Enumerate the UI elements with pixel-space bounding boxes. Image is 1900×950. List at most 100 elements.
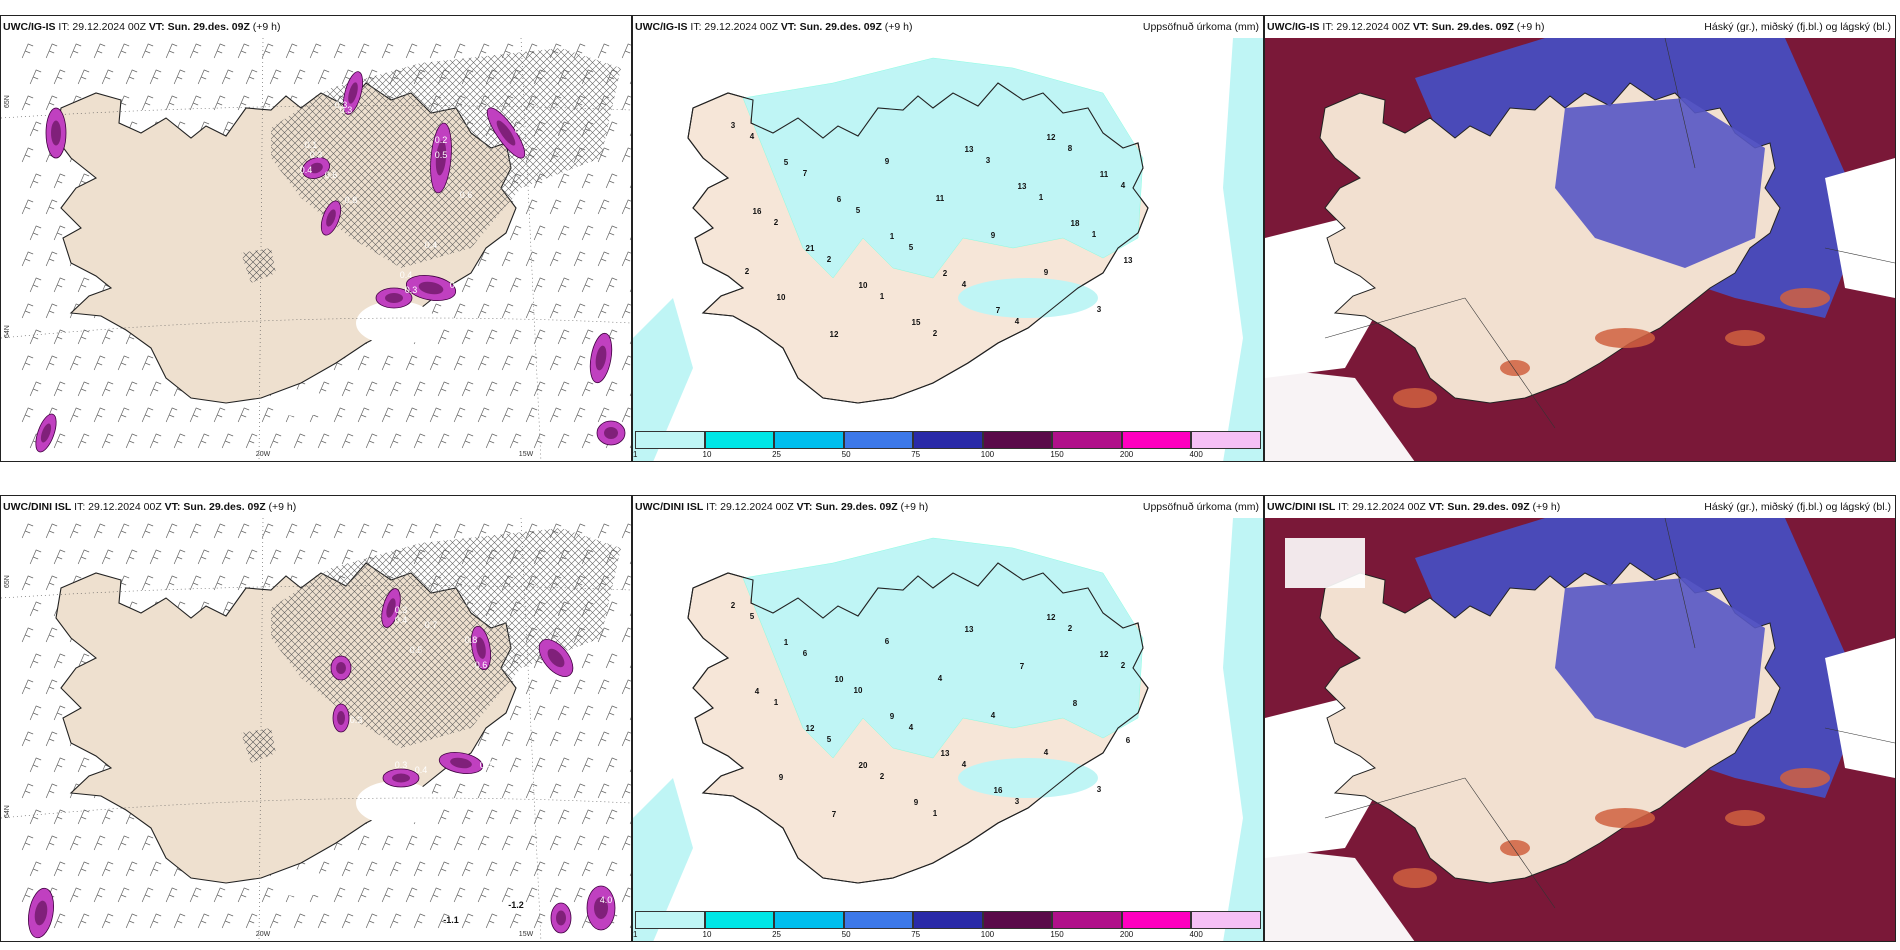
wind-value: -1.1	[443, 915, 459, 925]
precip-core	[326, 209, 336, 227]
wind-value: 0.3	[395, 760, 408, 770]
wind-value: 0.2	[5, 52, 18, 62]
precip-value: 4	[1015, 317, 1020, 326]
precip-value: 9	[1044, 268, 1049, 277]
colorbar-tick: 200	[1119, 450, 1134, 459]
colorbar-tick: 150	[1050, 930, 1064, 939]
precip-value: 6	[885, 637, 890, 646]
precip-value: 6	[837, 195, 842, 204]
cloud-map	[1265, 518, 1895, 941]
precip-value: 8	[1068, 144, 1073, 153]
colorbar-segment	[913, 911, 983, 929]
precip-value: 3	[986, 156, 991, 165]
high-cloud-cell	[1595, 328, 1655, 348]
colorbar-tick: 50	[841, 930, 851, 939]
precip-value: 1	[933, 809, 938, 818]
precip-value: 4	[991, 711, 996, 720]
precip-value: 7	[832, 810, 837, 819]
wind-map: 0.20.20.30.10.30.4 0.60.20.50.60.40.3 0.50…	[1, 38, 631, 461]
precip-value: 3	[1097, 785, 1102, 794]
precip-value: 12	[806, 724, 815, 733]
high-cloud-cell	[1500, 360, 1530, 376]
precip-value: 4	[1044, 748, 1049, 757]
precip-value: 4	[962, 280, 967, 289]
wind-value: 0.2	[435, 135, 448, 145]
precip-core	[595, 345, 607, 371]
colorbar-tick: 75	[911, 930, 921, 939]
precip-value: 11	[1100, 170, 1109, 179]
precip-value: 6	[1126, 736, 1131, 745]
white-patch	[276, 389, 326, 417]
precip-value: 9	[885, 157, 890, 166]
iceland-coastline	[687, 82, 1149, 404]
colorbar-tick: 75	[911, 450, 921, 459]
clear-area	[1825, 158, 1895, 298]
lon-label-20w: 20W	[256, 931, 271, 938]
high-cloud-cell	[1725, 810, 1765, 826]
wind-value: 0.3	[465, 775, 478, 785]
colorbar-segment	[1052, 431, 1122, 449]
precip-core	[435, 140, 447, 176]
white-patch	[356, 781, 436, 825]
wind-value: 0.4	[425, 240, 438, 250]
wind-value: 0.6	[460, 190, 473, 200]
wind-value: 0.2	[5, 62, 18, 72]
precip-value: 7	[803, 169, 808, 178]
precip-value: 2	[943, 269, 948, 278]
precip-value: 10	[859, 281, 868, 290]
colorbar-segment	[774, 911, 844, 929]
graticule	[1, 518, 631, 941]
mid-cloud	[1555, 578, 1765, 748]
white-patch	[356, 301, 436, 345]
precip-value: 2	[745, 267, 750, 276]
wind-value: -1.2	[508, 900, 524, 910]
precip-core	[594, 897, 608, 919]
lat-label-64n: 64N	[4, 325, 11, 338]
precip-value: 11	[936, 194, 945, 203]
wind-value: 0.3	[310, 150, 323, 160]
colorbar-tick: 10	[702, 930, 712, 939]
high-cloud-cell	[1725, 330, 1765, 346]
panel-header: UWC/DINI ISL IT: 29.12.2024 00Z VT: Sun.…	[635, 501, 929, 513]
precip-value: 2	[731, 601, 736, 610]
precip-area	[742, 57, 1144, 279]
precip-value: 16	[994, 786, 1003, 795]
precip-value: 3	[1097, 305, 1102, 314]
precip-value: 15	[912, 318, 921, 327]
iceland-coastline	[687, 562, 1149, 884]
precip-core	[385, 293, 403, 303]
precip-value: 9	[890, 712, 895, 721]
high-cloud-cell	[1393, 868, 1437, 888]
wind-value: 0.4	[480, 760, 493, 770]
precip-area	[633, 778, 693, 941]
precip-map: 3561271211162110151313181310129119934755…	[633, 38, 1263, 461]
precip-area	[1223, 518, 1263, 941]
precip-value: 3	[1015, 797, 1020, 806]
precip-core	[40, 423, 52, 443]
precip-value: 2	[880, 772, 885, 781]
precip-value: 13	[965, 145, 974, 154]
precip-value: 13	[941, 749, 950, 758]
panel-wind-igis: UWC/IG-IS IT: 29.12.2024 00Z VT: Sun. 29…	[0, 15, 632, 462]
wind-value: 0.6	[475, 660, 488, 670]
precip-value: 16	[753, 207, 762, 216]
wind-value: 0.4	[415, 765, 428, 775]
colorbar-segment	[982, 911, 1053, 929]
precip-value: 10	[854, 686, 863, 695]
wind-value: 0.6	[325, 170, 338, 180]
wind-value: 0.4	[515, 125, 528, 135]
precip-value: 2	[933, 329, 938, 338]
panel-right-title: Háský (gr.), miðský (fj.bl.) og lágský (…	[1704, 21, 1891, 33]
wind-value: 0.5	[435, 150, 448, 160]
colorbar-segment	[843, 431, 914, 449]
cloud-map	[1265, 38, 1895, 461]
precip-core	[51, 120, 61, 146]
precip-value: 1	[784, 638, 789, 647]
grid-lines	[1324, 38, 1895, 429]
panel-right-title: Háský (gr.), miðský (fj.bl.) og lágský (…	[1704, 501, 1891, 513]
precip-core	[34, 900, 48, 926]
precip-area	[1223, 38, 1263, 461]
precip-core	[386, 598, 396, 618]
precip-core	[348, 82, 358, 104]
wind-value: 0.3	[340, 105, 353, 115]
